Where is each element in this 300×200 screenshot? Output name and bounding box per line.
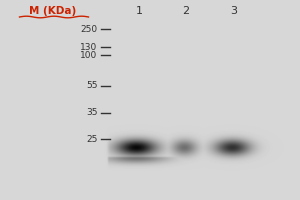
Text: M (KDa): M (KDa): [29, 6, 76, 16]
Text: 3: 3: [230, 6, 238, 16]
Text: 130: 130: [80, 43, 98, 51]
Text: 1: 1: [136, 6, 143, 16]
Text: 250: 250: [80, 24, 98, 33]
Bar: [108, 0, 300, 200]
Text: 100: 100: [80, 50, 98, 60]
Text: 2: 2: [182, 6, 190, 16]
Text: 55: 55: [86, 81, 98, 90]
Text: 25: 25: [86, 134, 98, 144]
Text: 35: 35: [86, 108, 98, 117]
